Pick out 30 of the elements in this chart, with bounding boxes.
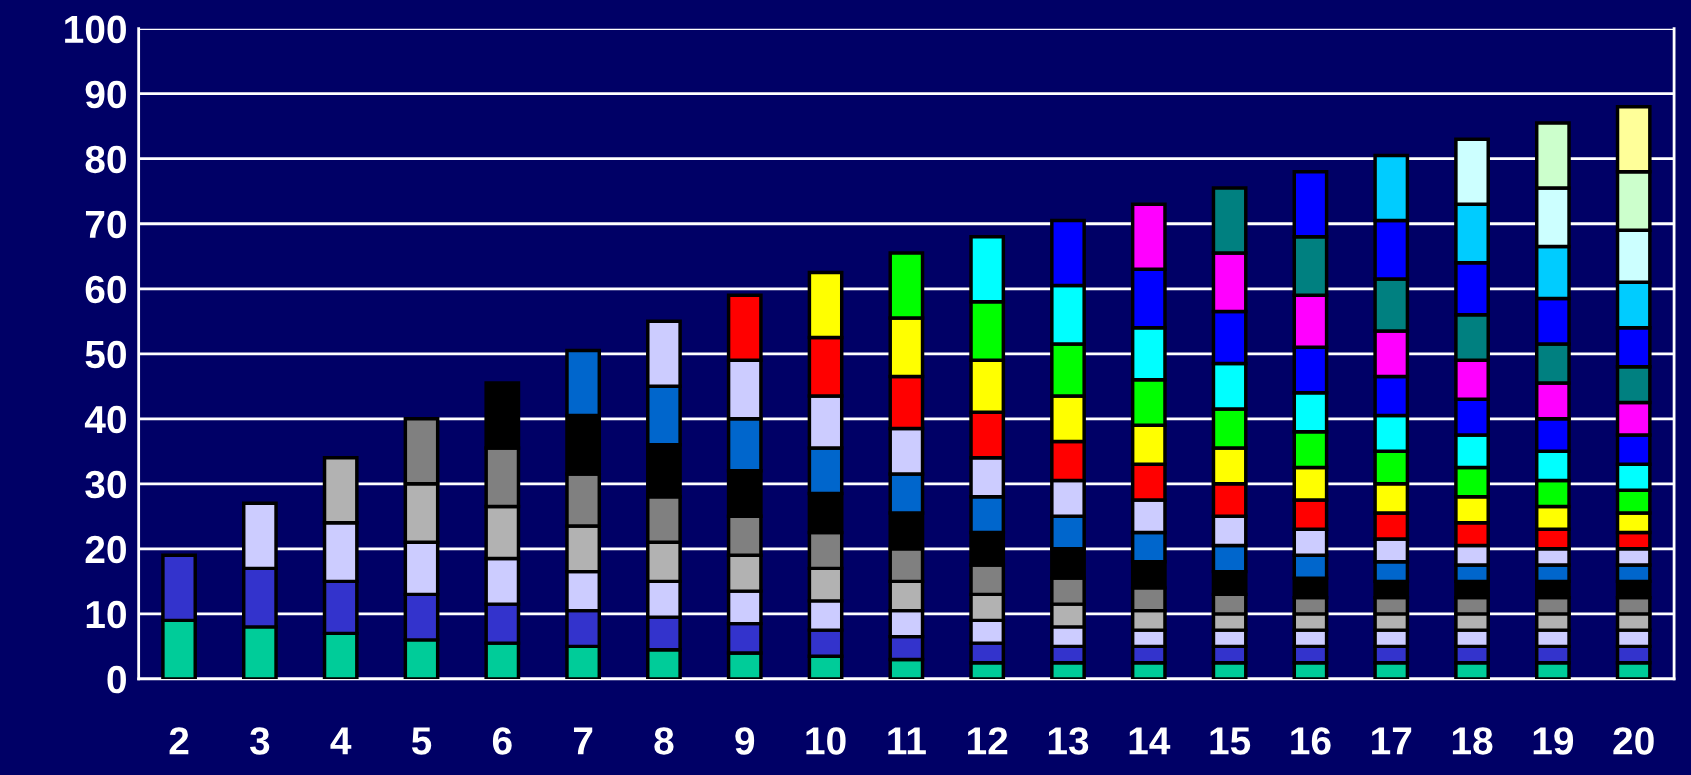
x-tick-label: 20: [1613, 727, 1654, 755]
x-tick-label: 18: [1452, 727, 1493, 755]
x-tick-label: 12: [968, 727, 1008, 755]
y-tick-label: 50: [85, 340, 126, 369]
x-tick-label: 8: [654, 727, 674, 755]
x-tick-label: 7: [573, 727, 593, 755]
x-tick-label: 10: [806, 727, 846, 755]
x-tick-label: 13: [1048, 727, 1089, 755]
x-tick-label: 9: [735, 727, 755, 755]
x-tick-label: 5: [411, 727, 432, 755]
x-tick-label: 4: [330, 727, 352, 755]
x-tick-label: 14: [1129, 727, 1171, 755]
y-tick-label: 30: [85, 470, 126, 499]
x-tick-label: 3: [249, 727, 270, 755]
x-tick-label: 17: [1372, 727, 1412, 755]
y-tick-label: 10: [86, 600, 126, 629]
x-tick-label: 16: [1291, 727, 1331, 755]
y-tick-label: 40: [84, 405, 126, 434]
y-tick-label: 60: [85, 275, 126, 304]
y-tick-label: 70: [85, 210, 126, 239]
x-tick-label: 15: [1210, 727, 1251, 755]
x-tick-label: 11: [888, 727, 926, 755]
y-tick-label: 0: [107, 665, 126, 694]
y-tick-label: 90: [85, 80, 126, 109]
x-tick-label: 2: [169, 727, 189, 755]
y-tick-label: 20: [85, 535, 126, 564]
y-tick-label: 80: [85, 145, 126, 174]
x-tick-label: 6: [492, 727, 512, 755]
x-tick-label: 19: [1533, 727, 1574, 755]
y-tick-label: 100: [65, 15, 126, 44]
